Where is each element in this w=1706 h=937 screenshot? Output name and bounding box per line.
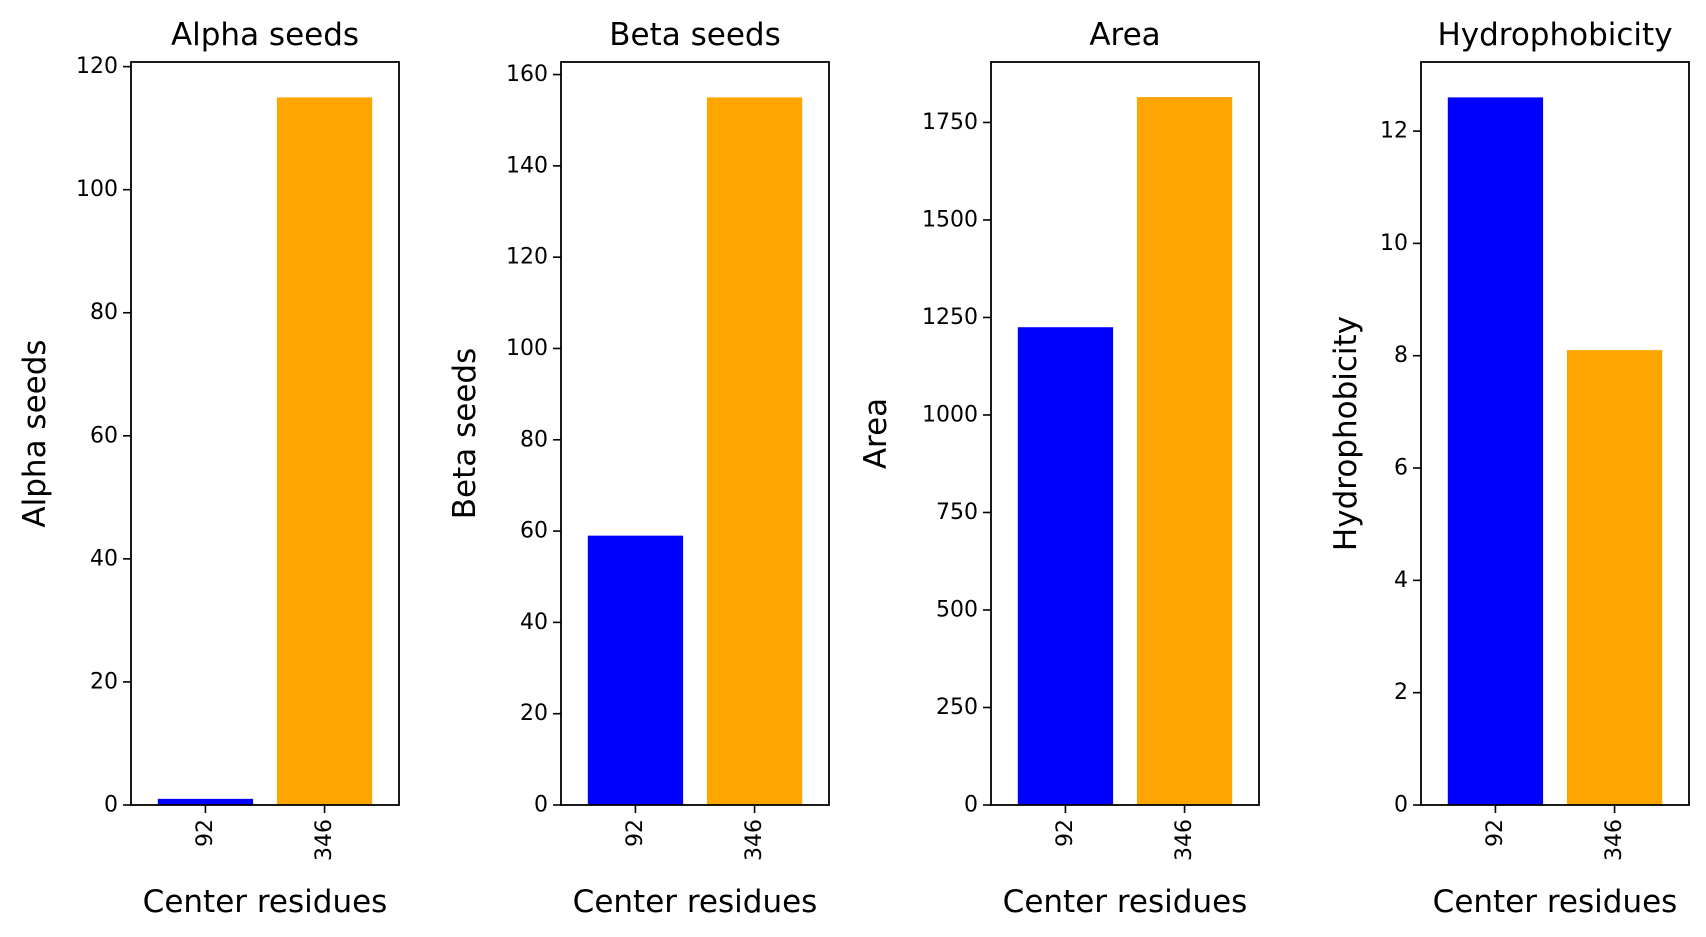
- x-axis-label: Center residues: [1003, 884, 1248, 920]
- y-tick-label: 80: [520, 427, 548, 452]
- x-tick-label: 92: [1053, 819, 1078, 847]
- x-tick-label: 92: [193, 819, 218, 847]
- y-tick-label: 1250: [922, 305, 978, 330]
- y-tick-label: 4: [1394, 568, 1408, 593]
- axes-frame: [1420, 61, 1690, 806]
- y-tick-label: 120: [506, 245, 548, 270]
- y-tick-label: 120: [76, 54, 118, 79]
- bar-92: [1447, 97, 1544, 805]
- bar-92: [157, 798, 254, 805]
- x-axis-label: Center residues: [573, 884, 818, 920]
- x-axis-label: Center residues: [143, 884, 388, 920]
- chart-title: Alpha seeds: [171, 17, 359, 53]
- chart-title: Hydrophobicity: [1437, 17, 1672, 53]
- y-tick-label: 0: [104, 793, 118, 818]
- y-tick-label: 40: [520, 610, 548, 635]
- bar-92: [587, 535, 684, 805]
- y-tick-label: 6: [1394, 456, 1408, 481]
- x-tick-label: 92: [623, 819, 648, 847]
- bar-92: [1017, 327, 1114, 805]
- y-tick-label: 10: [1380, 231, 1408, 256]
- y-tick-label: 1500: [922, 207, 978, 232]
- y-tick-label: 160: [506, 62, 548, 87]
- y-tick-label: 0: [1394, 793, 1408, 818]
- y-tick-label: 100: [506, 336, 548, 361]
- bar-346: [1136, 97, 1233, 806]
- bar-346: [1566, 350, 1663, 805]
- x-tick-label: 92: [1483, 819, 1508, 847]
- y-tick-label: 1750: [922, 110, 978, 135]
- y-tick-label: 500: [936, 597, 978, 622]
- x-tick-label: 346: [312, 819, 337, 861]
- y-tick-label: 750: [936, 500, 978, 525]
- chart-title: Beta seeds: [609, 17, 780, 53]
- y-tick-label: 0: [534, 793, 548, 818]
- y-tick-label: 12: [1380, 119, 1408, 144]
- y-tick-label: 60: [90, 423, 118, 448]
- y-axis-label: Area: [858, 398, 894, 469]
- bar-346: [706, 97, 803, 805]
- x-tick-label: 346: [1172, 819, 1197, 861]
- y-tick-label: 250: [936, 695, 978, 720]
- y-tick-label: 100: [76, 177, 118, 202]
- y-axis-label: Alpha seeds: [17, 339, 53, 527]
- x-tick-label: 346: [742, 819, 767, 861]
- y-tick-label: 140: [506, 153, 548, 178]
- y-axis-label: Beta seeds: [447, 348, 483, 519]
- y-tick-label: 0: [964, 793, 978, 818]
- axes-frame: [560, 61, 830, 806]
- chart-title: Area: [1089, 17, 1160, 53]
- bar-346: [276, 97, 373, 805]
- axes-frame: [990, 61, 1260, 806]
- axes-frame: [130, 61, 400, 806]
- y-tick-label: 40: [90, 546, 118, 571]
- y-tick-label: 60: [520, 519, 548, 544]
- y-tick-label: 80: [90, 300, 118, 325]
- y-tick-label: 2: [1394, 680, 1408, 705]
- y-tick-label: 20: [90, 669, 118, 694]
- x-tick-label: 346: [1602, 819, 1627, 861]
- x-axis-label: Center residues: [1433, 884, 1678, 920]
- y-tick-label: 8: [1394, 343, 1408, 368]
- y-tick-label: 1000: [922, 402, 978, 427]
- y-axis-label: Hydrophobicity: [1328, 316, 1364, 551]
- y-tick-label: 20: [520, 701, 548, 726]
